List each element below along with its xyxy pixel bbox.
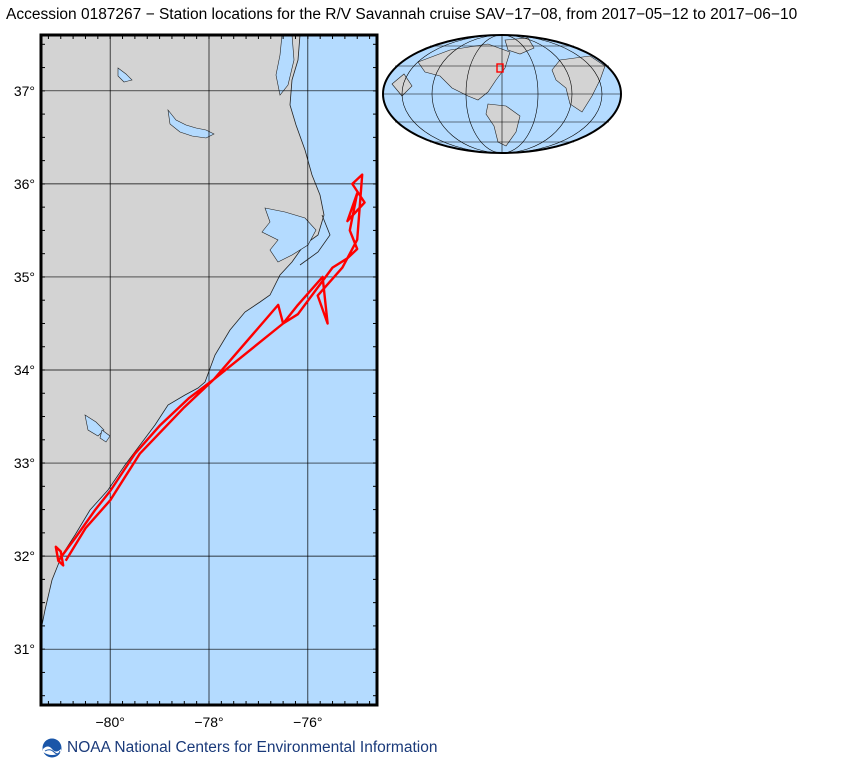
outer-banks	[299, 214, 331, 266]
lake	[117, 67, 133, 83]
world-globe-inset	[382, 34, 622, 154]
lat-tick-label: 33°	[14, 455, 35, 471]
lat-tick-label: 35°	[14, 269, 35, 285]
lon-tick-label: −80°	[95, 714, 124, 730]
lake	[167, 108, 215, 139]
lon-tick-label: −76°	[293, 714, 322, 730]
cruise-track	[54, 173, 366, 567]
lake	[99, 429, 111, 443]
lon-tick-label: −78°	[194, 714, 223, 730]
inset-south-america	[485, 103, 521, 147]
inset-asia-edge	[391, 73, 413, 97]
noaa-logo-icon	[42, 738, 62, 758]
footer: NOAA National Centers for Environmental …	[42, 738, 437, 758]
lat-tick-label: 36°	[14, 176, 35, 192]
lat-tick-label: 31°	[14, 641, 35, 657]
axis-ticks: 31° 32° 33° 34° 35° 36° 37° −80° −78° −76°	[14, 35, 377, 730]
sound	[261, 207, 317, 263]
inset-europe-africa	[551, 55, 606, 113]
lat-tick-label: 32°	[14, 548, 35, 564]
bay	[275, 35, 295, 96]
lat-tick-label: 37°	[14, 83, 35, 99]
inset-north-america	[417, 43, 511, 101]
lat-tick-label: 34°	[14, 362, 35, 378]
inset-study-area-marker	[496, 63, 504, 73]
footer-text: NOAA National Centers for Environmental …	[67, 739, 438, 756]
page-title: Accession 0187267 − Station locations fo…	[6, 6, 798, 23]
